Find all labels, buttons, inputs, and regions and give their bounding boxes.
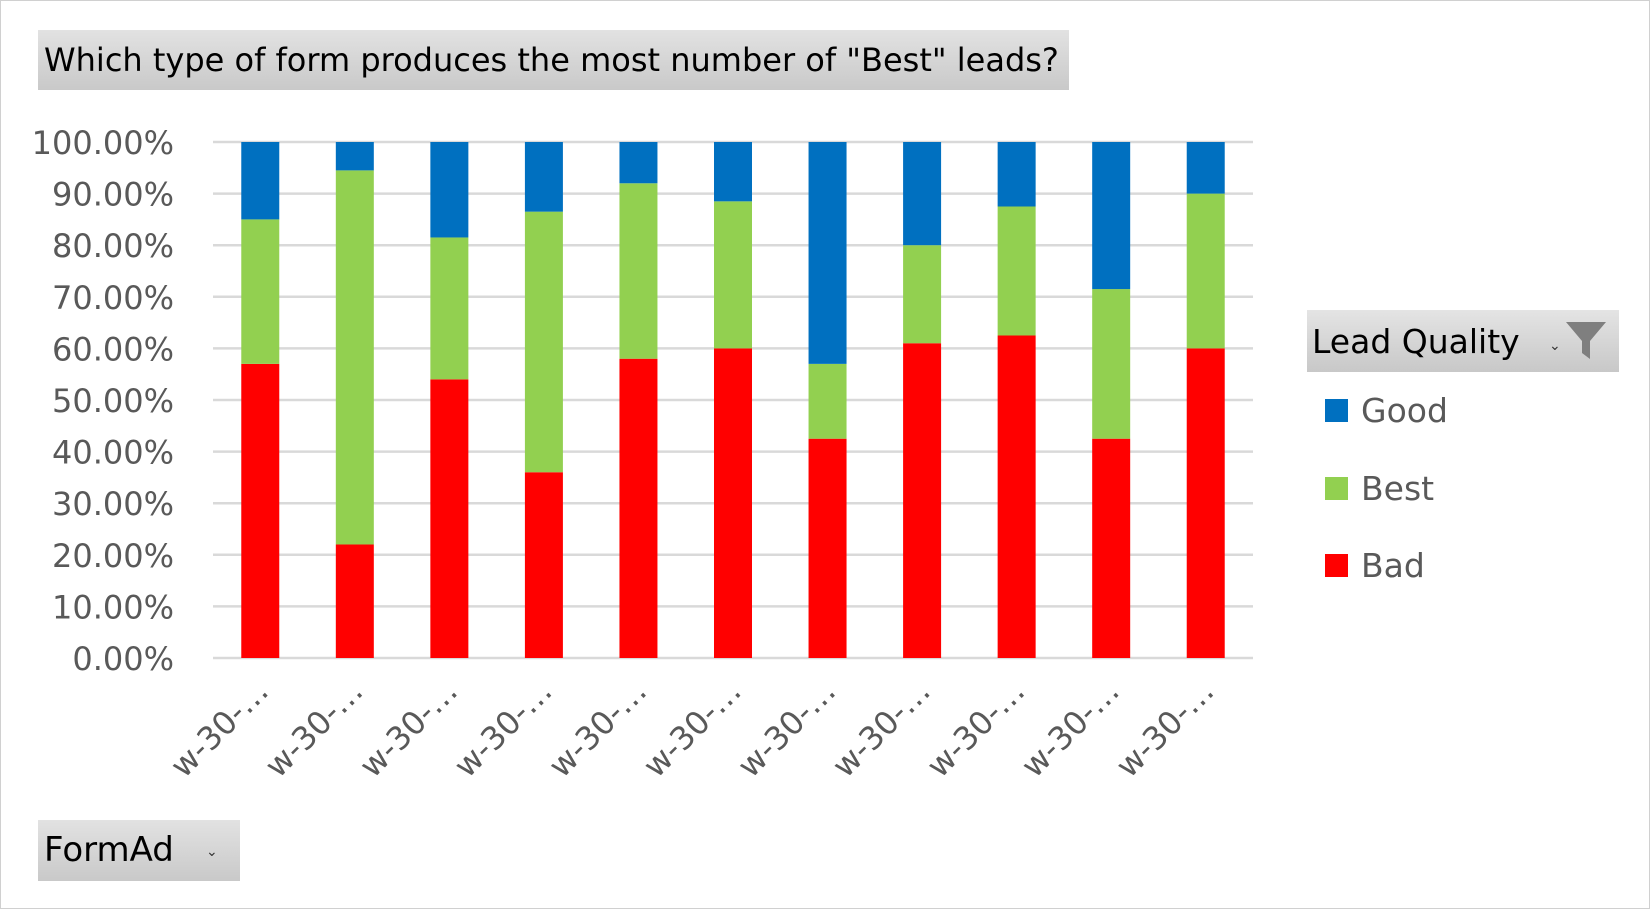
legend-item-good[interactable]: Good bbox=[1325, 390, 1448, 430]
x-tick-label: w-30-… bbox=[541, 672, 654, 785]
bar-segment-bad[interactable] bbox=[430, 379, 469, 658]
bar-segment-good[interactable] bbox=[714, 142, 752, 202]
x-tick-label: w-30-… bbox=[730, 672, 843, 785]
legend-swatch-best bbox=[1325, 476, 1348, 500]
bar-segment-good[interactable] bbox=[997, 142, 1036, 207]
y-tick-label: 70.00% bbox=[52, 279, 174, 317]
bar-segment-bad[interactable] bbox=[335, 544, 374, 658]
y-tick-label: 0.00% bbox=[72, 640, 174, 678]
legend-header[interactable]: Lead Quality ⌄ bbox=[1307, 310, 1619, 372]
bar-segment-bad[interactable] bbox=[903, 343, 942, 658]
bar-segment-best[interactable] bbox=[997, 206, 1036, 336]
chart-title-text: Which type of form produces the most num… bbox=[44, 41, 1059, 79]
legend-title: Lead Quality bbox=[1312, 322, 1520, 361]
chart-title[interactable]: Which type of form produces the most num… bbox=[38, 30, 1069, 90]
bar-segment-bad[interactable] bbox=[241, 363, 280, 658]
y-tick-label: 40.00% bbox=[52, 434, 174, 472]
filter-icon[interactable] bbox=[1563, 319, 1609, 363]
legend-swatch-bad bbox=[1325, 553, 1348, 577]
bar-segment-good[interactable] bbox=[241, 142, 280, 220]
bar-segment-good[interactable] bbox=[903, 142, 942, 246]
x-tick-label: w-30-… bbox=[446, 672, 559, 785]
x-tick-label: w-30-… bbox=[163, 672, 276, 785]
legend-label-good: Good bbox=[1361, 390, 1448, 430]
bar-segment-bad[interactable] bbox=[619, 358, 658, 658]
bar-segment-bad[interactable] bbox=[1186, 348, 1225, 658]
x-tick-label: w-30-… bbox=[1014, 672, 1127, 785]
bar-segment-best[interactable] bbox=[903, 245, 942, 344]
bar-segment-good[interactable] bbox=[430, 142, 469, 238]
x-tick-label: w-30-… bbox=[257, 672, 370, 785]
bar-segment-best[interactable] bbox=[1186, 193, 1225, 349]
x-tick-label: w-30-… bbox=[825, 672, 938, 785]
bars bbox=[241, 142, 1225, 659]
formad-label: FormAd bbox=[44, 830, 174, 870]
x-tick-label: w-30-… bbox=[919, 672, 1032, 785]
bar-segment-bad[interactable] bbox=[1092, 438, 1131, 658]
x-axis-ticks: w-30-…w-30-…w-30-…w-30-…w-30-…w-30-…w-30… bbox=[163, 672, 1222, 785]
bar-segment-best[interactable] bbox=[430, 237, 469, 380]
legend-item-bad[interactable]: Bad bbox=[1325, 545, 1425, 585]
x-tick-label: w-30-… bbox=[1108, 672, 1221, 785]
y-axis-ticks: 0.00% 10.00% 20.00% 30.00% 40.00% 50.00% 60.00… bbox=[32, 124, 174, 678]
y-tick-label: 30.00% bbox=[52, 485, 174, 523]
bar-segment-bad[interactable] bbox=[997, 335, 1036, 659]
bar-segment-good[interactable] bbox=[335, 142, 374, 171]
y-tick-label: 10.00% bbox=[52, 588, 174, 626]
legend-label-best: Best bbox=[1361, 468, 1435, 508]
chevron-down-icon[interactable]: ⌄ bbox=[206, 844, 218, 860]
x-tick-label: w-30-… bbox=[352, 672, 465, 785]
bar-segment-bad[interactable] bbox=[524, 472, 563, 658]
bar-segment-best[interactable] bbox=[619, 183, 658, 359]
bar-segment-best[interactable] bbox=[335, 170, 374, 545]
legend-item-best[interactable]: Best bbox=[1325, 468, 1434, 508]
y-tick-label: 20.00% bbox=[52, 537, 174, 575]
y-tick-label: 80.00% bbox=[52, 227, 174, 265]
y-tick-label: 50.00% bbox=[52, 382, 174, 420]
bar-segment-best[interactable] bbox=[1092, 289, 1131, 439]
y-tick-label: 100.00% bbox=[32, 124, 174, 162]
bar-segment-good[interactable] bbox=[619, 142, 658, 184]
bar-segment-good[interactable] bbox=[808, 142, 847, 364]
bar-segment-best[interactable] bbox=[808, 363, 847, 439]
bar-segment-good[interactable] bbox=[1092, 142, 1131, 290]
bar-segment-good[interactable] bbox=[524, 142, 563, 212]
x-tick-label: w-30-… bbox=[636, 672, 749, 785]
chevron-down-icon[interactable]: ⌄ bbox=[1549, 338, 1561, 354]
y-tick-label: 60.00% bbox=[52, 330, 174, 368]
bar-segment-best[interactable] bbox=[714, 201, 752, 349]
legend-label-bad: Bad bbox=[1361, 545, 1425, 585]
bar-segment-best[interactable] bbox=[241, 219, 280, 364]
bar-segment-best[interactable] bbox=[524, 211, 563, 473]
bar-segment-bad[interactable] bbox=[808, 438, 847, 658]
y-tick-label: 90.00% bbox=[52, 176, 174, 214]
bar-segment-good[interactable] bbox=[1186, 142, 1225, 194]
bar-segment-bad[interactable] bbox=[714, 348, 752, 658]
formad-filter-button[interactable]: FormAd ⌄ bbox=[38, 820, 240, 881]
legend-swatch-good bbox=[1325, 398, 1348, 422]
